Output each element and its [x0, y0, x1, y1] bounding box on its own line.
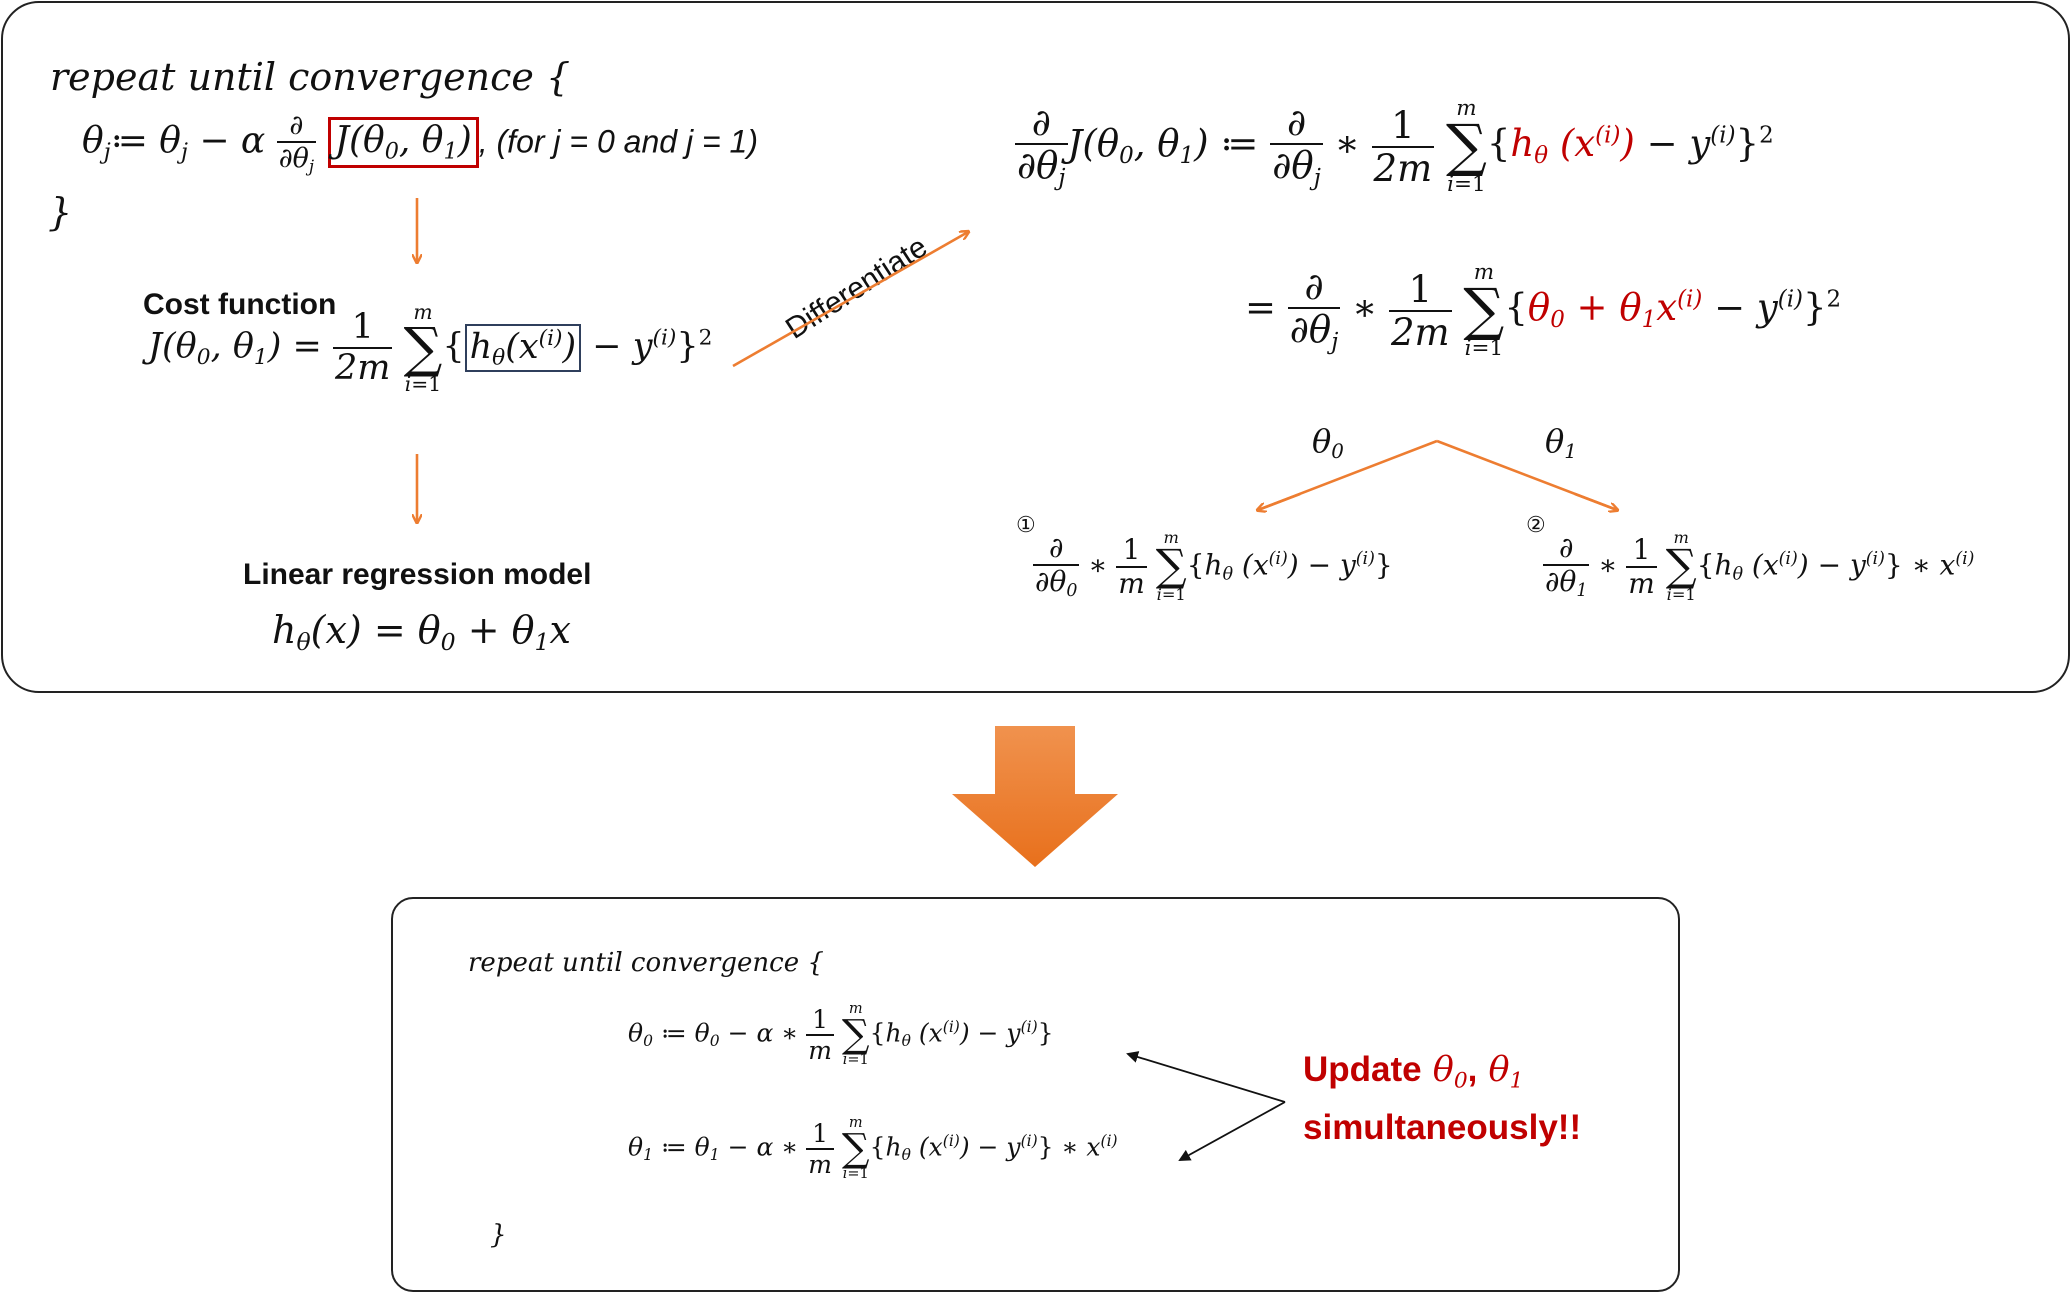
update-note-line-1: Update θ0, θ1 [1303, 1050, 1524, 1094]
cost-function-formula: J(θ0, θ1) = 1 2m m ∑ i=1{hθ(x(i)) − y(i)}2 [148, 300, 713, 396]
top-panel [1, 1, 2070, 693]
algo-close-brace: } [48, 190, 73, 234]
model-title: Linear regression model [243, 558, 592, 591]
derivative-line-2: = ∂ ∂θj ∗ 1 2m m ∑ i=1 {θ0 + θ1x(i) − y(i)}2 [1245, 260, 1842, 361]
circled-one: ① [1016, 513, 1036, 538]
circled-two: ② [1526, 513, 1546, 538]
algo-line-1: repeat until convergence { [50, 55, 571, 99]
branch-label-theta1: θ1 [1545, 422, 1577, 463]
arrow-to-theta0 [1126, 1051, 1286, 1103]
cost-function-title: Cost function [143, 288, 337, 321]
bottom-line-1: repeat until convergence { [468, 948, 824, 978]
derivative-line-1: ∂ ∂θj J(θ0, θ1) ≔ ∂ ∂θj ∗ 1 2m m ∑ i=1 {hθ (x(i… [1015, 96, 1774, 197]
cost-highlight-box: J(θ0, θ1) [327, 117, 479, 169]
big-down-arrow [952, 726, 1118, 867]
branch-label-theta0: θ0 [1312, 422, 1344, 463]
hypothesis-highlight-box: hθ(x(i)) [464, 323, 582, 373]
top-arrows [0, 198, 2070, 700]
update-note-line-2: simultaneously!! [1303, 1108, 1582, 1147]
model-formula: hθ(x) = θ0 + θ1x [272, 608, 571, 657]
arrow-to-theta1 [1178, 1101, 1286, 1161]
bottom-close-brace: } [490, 1220, 507, 1250]
algo-update-rule: θj≔ θj − α ∂ ∂θj J(θ0, θ1), (for j = 0 an… [82, 110, 758, 177]
bottom-panel [391, 897, 1680, 1292]
arrow-differentiate [732, 232, 968, 368]
